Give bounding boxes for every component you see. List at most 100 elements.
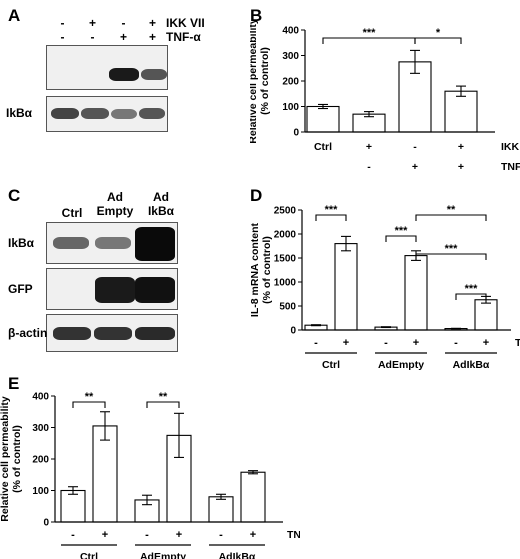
blot-a-bottom [46,96,168,132]
x-tick-label: - [384,337,388,349]
significance-label: ** [159,391,168,403]
significance-label: * [436,27,441,39]
significance-bracket [415,253,487,260]
a-ikk-sign-2: + [88,16,96,30]
blot-band [53,327,91,340]
blot-band [81,108,109,119]
treatment-label: TNF-α [515,337,520,349]
y-tick-label: 200 [282,77,299,88]
y-tick-label: 500 [279,302,296,313]
bar [306,105,340,133]
x-tick-label: + [458,161,464,173]
significance-label: ** [85,391,94,403]
a-ikk-sign-4: + [148,16,156,30]
x-tick-label: + [250,529,256,541]
y-tick-label: 400 [32,392,49,403]
x-tick-label: - [454,337,458,349]
a-tnf-label: TNF-α [166,30,201,44]
x-tick-label: + [366,141,372,153]
x-tick-label: Ctrl [314,141,332,153]
y-axis-label: Relative cell permeability [250,20,259,144]
significance-label: *** [445,243,459,255]
significance-bracket [315,214,347,221]
blot-c-label-actin: β-actin [8,326,48,340]
a-ikk-sign-1: - [60,16,65,30]
y-tick-label: 200 [32,455,49,466]
blot-a-top [46,45,168,90]
y-tick-label: 400 [282,26,299,37]
x-tick-label: - [413,141,417,153]
a-tnf-sign-4: + [148,30,156,44]
bar [444,90,478,133]
y-tick-label: 0 [293,128,299,139]
significance-bracket [415,214,487,221]
y-axis-label: (% of control) [259,47,271,115]
y-tick-label: 2000 [274,230,297,241]
significance-label: *** [325,204,339,216]
significance-bracket [414,37,462,44]
bar [334,243,358,331]
blot-band [111,109,137,119]
y-tick-label: 0 [290,326,296,337]
blot-band [139,108,165,119]
x-tick-label: + [458,141,464,153]
bar [208,496,234,523]
blot-c-gfp [46,268,178,310]
a-ikk-sign-3: - [121,16,126,30]
significance-label: *** [465,283,479,295]
chart-e: 0 100 200 300 400 Relative cell permeability(… [0,391,300,559]
blot-band [53,237,89,249]
x-tick-label: - [367,161,371,173]
y-tick-label: 100 [32,486,49,497]
significance-bracket [146,401,180,408]
x-tick-label: + [176,529,182,541]
x-tick-label: - [219,529,223,541]
panel-label-a: A [8,6,21,25]
x-tick-label: + [102,529,108,541]
panel-label-c: C [8,186,21,205]
blot-band [135,277,175,303]
blot-a-label: IkBα [6,106,33,120]
group-label: AdIkBα [453,359,490,371]
blot-c-label-ikba: IkBα [8,236,35,250]
blot-band [95,237,131,249]
panel-label-d: D [250,186,263,205]
blot-c-ikba [46,222,178,264]
blot-band [135,327,175,340]
a-tnf-sign-1: - [60,30,65,44]
y-tick-label: 300 [282,51,299,62]
a-ikk-label: IKK VII [166,16,205,30]
y-tick-label: 1000 [274,278,297,289]
bar [60,489,86,523]
x-tick-label: - [71,529,75,541]
significance-bracket [455,293,487,300]
group-label: AdEmpty [140,551,186,559]
significance-bracket [72,401,106,408]
blot-band [51,108,79,119]
y-axis-label: (% of control) [11,425,23,493]
a-tnf-sign-3: + [119,30,127,44]
bar [240,471,266,523]
group-label: Ctrl [322,359,340,371]
row-label: IKK VII [501,141,520,153]
y-tick-label: 1500 [274,254,297,265]
blot-c-label-gfp: GFP [8,282,33,296]
y-tick-label: 2500 [274,206,297,217]
panel-label-b: B [250,6,263,25]
a-tnf-sign-2: - [90,30,95,44]
bar [474,299,498,331]
y-axis-label: (% of control) [261,236,273,304]
significance-label: *** [363,27,377,39]
c-col-adikba: Ad IkBα [147,190,175,218]
x-tick-label: + [413,337,419,349]
y-tick-label: 300 [32,423,49,434]
c-col-ctrl: Ctrl [61,206,83,220]
chart-b: 0 100 200 300 400 Relative cell permeability(… [250,20,520,173]
x-tick-label: + [483,337,489,349]
bar [404,255,428,331]
x-tick-label: - [145,529,149,541]
y-tick-label: 0 [43,518,49,529]
y-axis-label: Relative cell permeability [0,396,11,522]
row-label: TNF-α [501,161,520,173]
group-label: Ctrl [80,551,98,559]
